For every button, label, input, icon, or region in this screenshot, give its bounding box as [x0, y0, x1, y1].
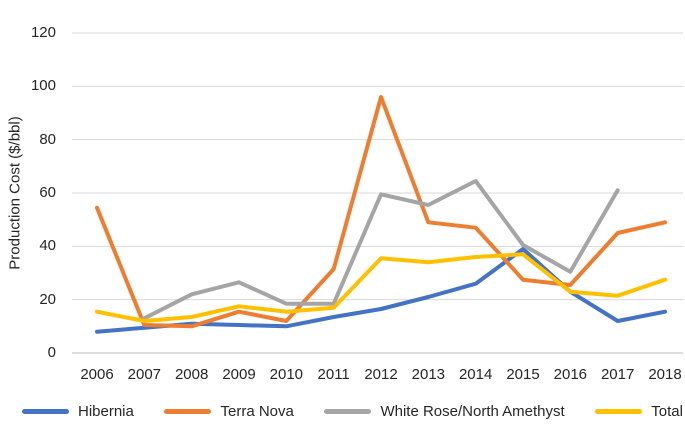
- legend-item-total: Total: [595, 403, 683, 420]
- x-axis-label: 2009: [222, 366, 256, 383]
- x-axis-label: 2008: [174, 366, 209, 383]
- legend-item-white-rose-north-amethyst: White Rose/North Amethyst: [324, 402, 565, 420]
- legend-item-terra-nova: Terra Nova: [164, 402, 294, 420]
- legend-label: Hibernia: [78, 402, 134, 420]
- y-tick-label: 0: [47, 344, 56, 361]
- x-axis-label: 2012: [364, 366, 398, 383]
- series-line-total: [95, 252, 667, 323]
- x-axis-label: 2016: [553, 366, 588, 383]
- y-tick-label: 120: [30, 24, 56, 41]
- legend-label: Total: [651, 402, 683, 420]
- x-axis-label: 2013: [411, 366, 446, 383]
- series-line-white-rose-north-amethyst: [142, 179, 620, 321]
- y-tick-label: 60: [39, 184, 56, 201]
- x-axis-label: 2006: [80, 366, 114, 383]
- y-tick-label: 40: [39, 237, 56, 255]
- chart-legend: Hibernia Terra Nova White Rose/North Ameth…: [0, 398, 685, 424]
- legend-label: White Rose/North Amethyst: [380, 402, 565, 420]
- x-axis-label: 2011: [317, 366, 350, 383]
- x-axis-label: 2017: [600, 366, 635, 383]
- y-tick-label: 20: [39, 290, 56, 308]
- y-tick-label: 80: [39, 130, 56, 148]
- legend-swatch-terra-nova: [164, 408, 212, 414]
- x-axis-label: 2007: [127, 366, 162, 383]
- legend-swatch-hibernia: [22, 408, 69, 414]
- x-axis-label: 2014: [458, 366, 493, 383]
- legend-label: Terra Nova: [220, 402, 294, 420]
- legend-swatch-white-rose-north-amethyst: [324, 408, 372, 414]
- legend-swatch-total: [595, 408, 643, 414]
- y-tick-label: 100: [30, 77, 56, 95]
- x-axis-label: 2010: [269, 366, 304, 383]
- legend-item-hibernia: Hibernia: [22, 403, 134, 420]
- series-line-terra-nova: [95, 95, 667, 329]
- x-axis-label: 2015: [506, 366, 540, 383]
- x-axis-label: 2018: [648, 366, 682, 383]
